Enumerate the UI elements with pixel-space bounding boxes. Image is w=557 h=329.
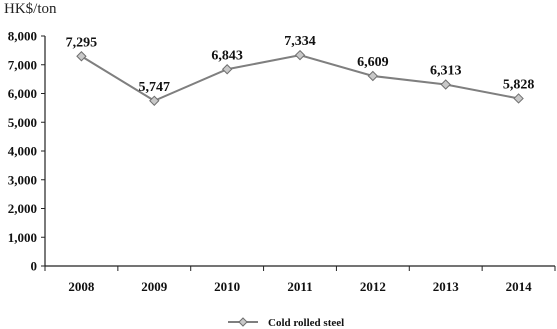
- data-label: 7,334: [284, 34, 316, 49]
- data-label: 5,747: [139, 80, 171, 95]
- legend-marker-icon: [238, 317, 248, 327]
- data-point-marker: [367, 70, 379, 82]
- x-tick-label: 2009: [141, 279, 168, 294]
- y-tick-label: 1,000: [8, 230, 37, 245]
- data-point-marker: [294, 49, 306, 61]
- data-point-marker: [440, 79, 451, 90]
- legend-label: Cold rolled steel: [268, 317, 344, 329]
- y-tick-label: 7,000: [8, 57, 37, 72]
- data-point-marker: [221, 64, 233, 75]
- data-label: 7,295: [66, 35, 98, 50]
- x-tick-label: 2011: [287, 279, 312, 294]
- data-label: 6,313: [430, 64, 462, 79]
- data-point-marker: [513, 93, 524, 104]
- y-tick-label: 0: [31, 259, 38, 274]
- data-point-marker: [76, 51, 87, 62]
- data-label: 6,609: [357, 55, 389, 70]
- y-tick-label: 3,000: [8, 172, 37, 187]
- y-tick-label: 6,000: [8, 86, 37, 101]
- x-tick-label: 2014: [506, 279, 533, 294]
- x-tick-label: 2008: [68, 279, 95, 294]
- y-tick-label: 2,000: [8, 201, 37, 216]
- x-tick-label: 2010: [214, 279, 240, 294]
- data-label: 6,843: [211, 48, 243, 63]
- x-tick-label: 2012: [360, 279, 386, 294]
- data-point-marker: [149, 95, 160, 106]
- y-axis-unit-label: HK$/ton: [4, 1, 57, 17]
- y-tick-label: 4,000: [8, 144, 37, 159]
- y-tick-label: 8,000: [8, 29, 37, 44]
- y-tick-label: 5,000: [8, 115, 37, 130]
- x-tick-label: 2013: [433, 279, 460, 294]
- data-label: 5,828: [503, 77, 535, 92]
